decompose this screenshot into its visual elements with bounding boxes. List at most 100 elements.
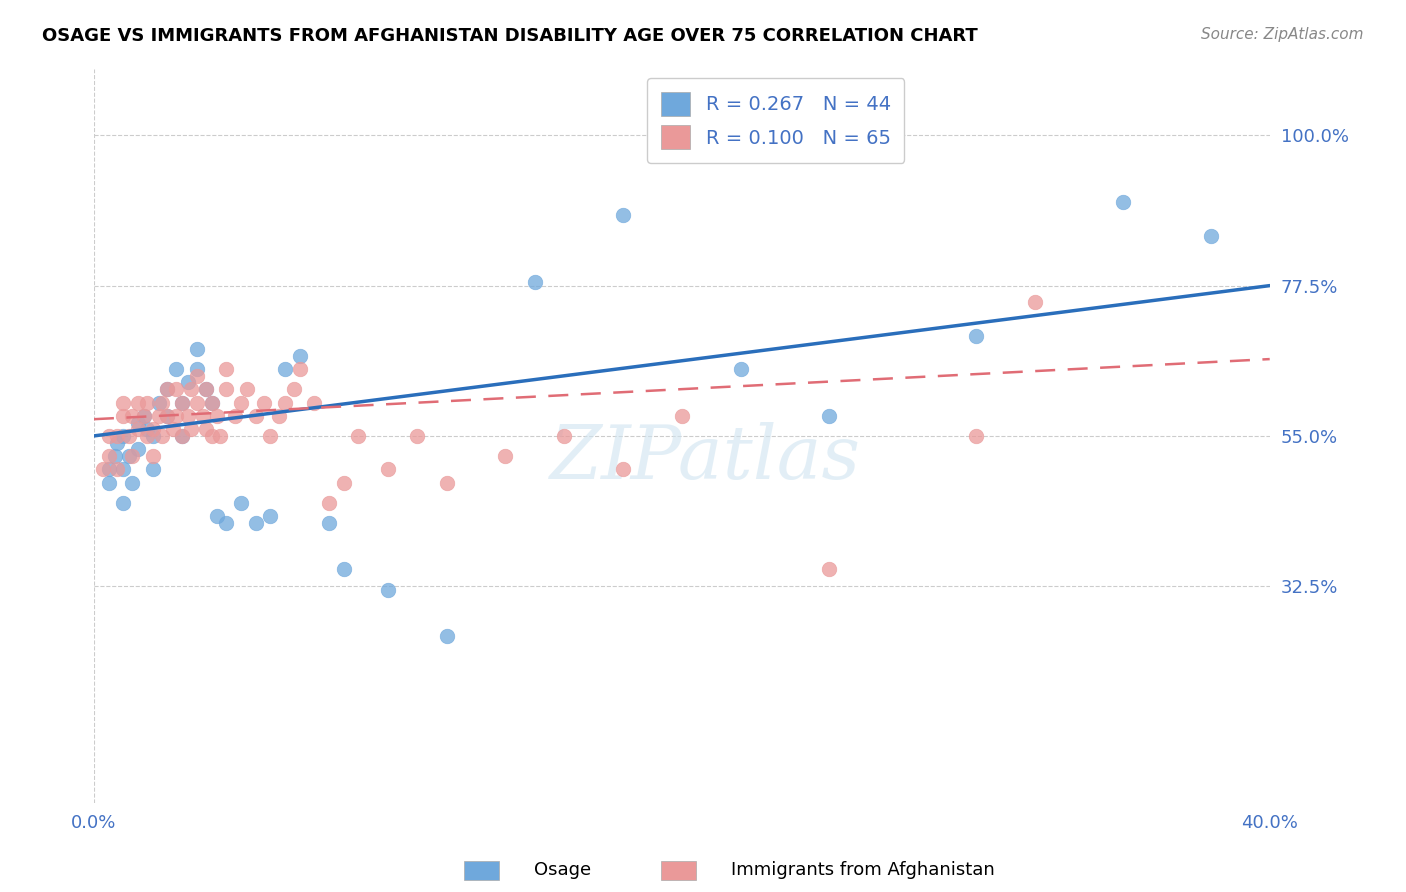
- Point: [127, 442, 149, 457]
- Point: [245, 409, 267, 423]
- Point: [553, 429, 575, 443]
- Point: [1112, 195, 1135, 210]
- Point: [259, 509, 281, 524]
- Point: [97, 462, 120, 476]
- Point: [165, 382, 187, 396]
- Point: [612, 209, 634, 223]
- Point: [148, 409, 170, 423]
- Text: OSAGE VS IMMIGRANTS FROM AFGHANISTAN DISABILITY AGE OVER 75 CORRELATION CHART: OSAGE VS IMMIGRANTS FROM AFGHANISTAN DIS…: [42, 27, 979, 45]
- Point: [224, 409, 246, 423]
- Point: [186, 395, 208, 409]
- Point: [156, 409, 179, 423]
- Point: [671, 409, 693, 423]
- Point: [165, 362, 187, 376]
- Point: [156, 382, 179, 396]
- Text: Osage: Osage: [534, 861, 592, 879]
- Point: [817, 562, 839, 576]
- Point: [118, 449, 141, 463]
- Point: [333, 562, 356, 576]
- Point: [127, 416, 149, 430]
- Point: [180, 382, 202, 396]
- Point: [200, 429, 222, 443]
- Point: [172, 429, 194, 443]
- Point: [965, 328, 987, 343]
- Point: [191, 409, 214, 423]
- Point: [406, 429, 429, 443]
- Point: [107, 435, 129, 450]
- Point: [112, 496, 135, 510]
- Point: [172, 395, 194, 409]
- Point: [142, 422, 165, 436]
- Point: [436, 629, 458, 643]
- Point: [229, 395, 252, 409]
- Point: [97, 429, 120, 443]
- Point: [207, 409, 229, 423]
- Point: [107, 429, 129, 443]
- Point: [91, 462, 114, 476]
- Point: [194, 422, 217, 436]
- Point: [186, 368, 208, 383]
- Point: [132, 409, 155, 423]
- Point: [127, 395, 149, 409]
- Point: [142, 449, 165, 463]
- Point: [156, 382, 179, 396]
- Point: [112, 462, 135, 476]
- Point: [121, 475, 143, 490]
- Point: [259, 429, 281, 443]
- Point: [148, 395, 170, 409]
- Point: [180, 422, 202, 436]
- Point: [172, 395, 194, 409]
- Point: [112, 395, 135, 409]
- Point: [107, 462, 129, 476]
- Point: [162, 422, 184, 436]
- Point: [156, 409, 179, 423]
- Point: [209, 429, 232, 443]
- Point: [177, 409, 200, 423]
- Text: Source: ZipAtlas.com: Source: ZipAtlas.com: [1201, 27, 1364, 42]
- Point: [135, 395, 157, 409]
- Point: [318, 496, 340, 510]
- Point: [304, 395, 326, 409]
- Point: [142, 429, 165, 443]
- Point: [207, 509, 229, 524]
- Point: [150, 429, 173, 443]
- Point: [200, 395, 222, 409]
- Point: [377, 582, 399, 597]
- Point: [112, 409, 135, 423]
- Point: [817, 409, 839, 423]
- Point: [103, 449, 125, 463]
- Point: [215, 362, 238, 376]
- Point: [121, 409, 143, 423]
- Point: [253, 395, 276, 409]
- Point: [1199, 228, 1222, 243]
- Point: [165, 409, 187, 423]
- Point: [612, 462, 634, 476]
- Point: [377, 462, 399, 476]
- Point: [186, 342, 208, 356]
- Point: [121, 449, 143, 463]
- Point: [172, 429, 194, 443]
- Point: [112, 429, 135, 443]
- Legend: R = 0.267   N = 44, R = 0.100   N = 65: R = 0.267 N = 44, R = 0.100 N = 65: [647, 78, 904, 162]
- Point: [135, 422, 157, 436]
- Point: [177, 376, 200, 390]
- Point: [200, 395, 222, 409]
- Point: [150, 395, 173, 409]
- Text: ZIPatlas: ZIPatlas: [550, 422, 860, 494]
- Point: [194, 382, 217, 396]
- Point: [135, 429, 157, 443]
- Point: [347, 429, 370, 443]
- Point: [283, 382, 305, 396]
- Point: [288, 349, 311, 363]
- Point: [523, 275, 546, 289]
- Point: [215, 382, 238, 396]
- Point: [215, 516, 238, 530]
- Point: [436, 475, 458, 490]
- Point: [318, 516, 340, 530]
- Point: [333, 475, 356, 490]
- Text: Immigrants from Afghanistan: Immigrants from Afghanistan: [731, 861, 995, 879]
- Point: [494, 449, 516, 463]
- Point: [245, 516, 267, 530]
- Point: [274, 362, 297, 376]
- Point: [118, 429, 141, 443]
